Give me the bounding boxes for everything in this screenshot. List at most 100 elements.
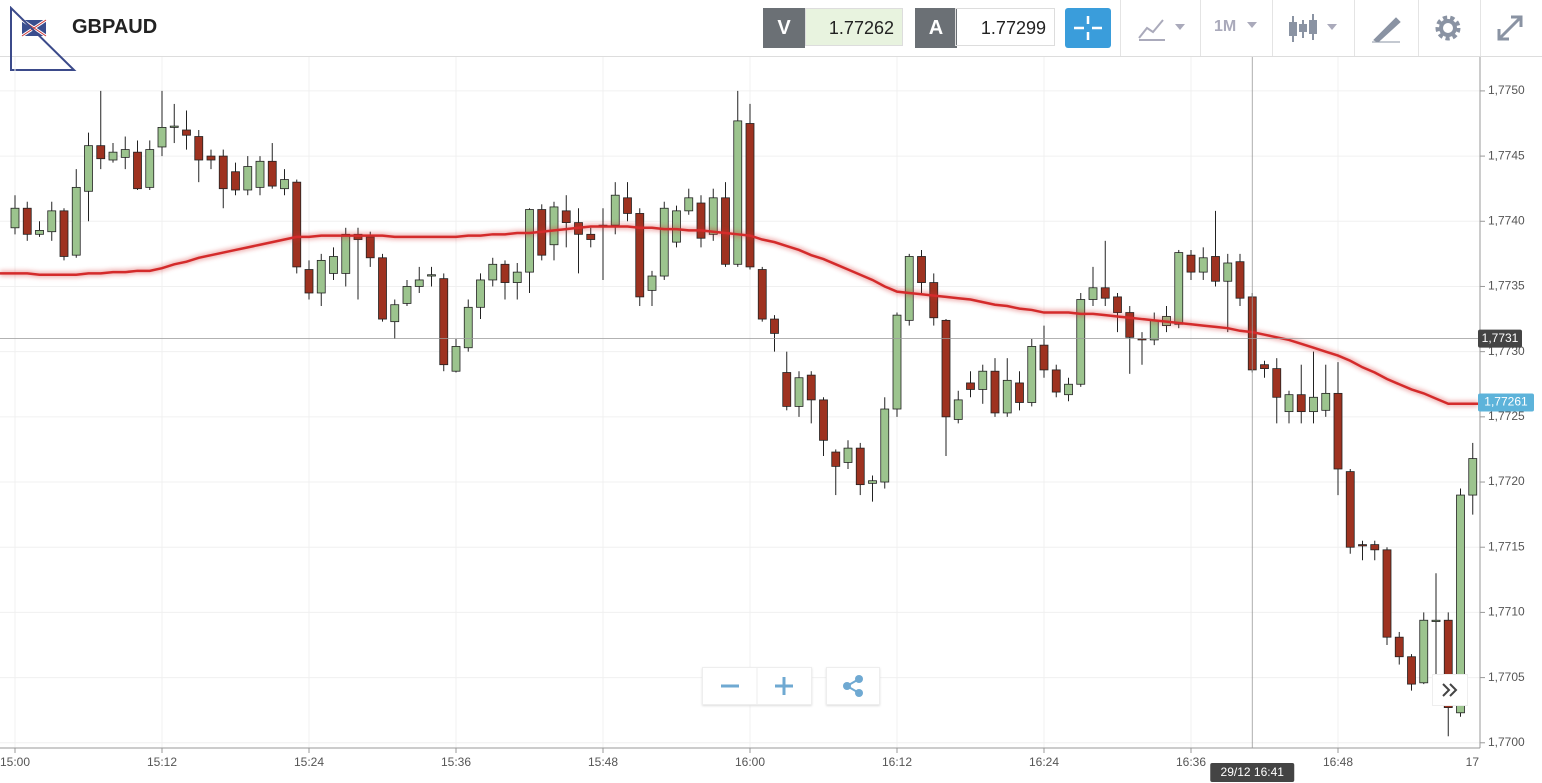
candle-body: [1309, 396, 1318, 413]
candle-body: [1174, 252, 1184, 325]
draw-button[interactable]: [1370, 14, 1402, 44]
candle-body: [1027, 346, 1037, 403]
candle-body: [1100, 287, 1110, 299]
moving-average-line: [0, 225, 1478, 406]
timeframe[interactable]: 1M: [1214, 18, 1237, 35]
candle-body: [586, 233, 596, 240]
candle-body: [1051, 369, 1061, 393]
candle-body: [47, 210, 57, 233]
fullscreen-button[interactable]: [1495, 13, 1527, 43]
candle-body: [1321, 392, 1331, 411]
candle-body: [549, 206, 559, 246]
bid-label[interactable]: V: [763, 8, 805, 48]
share-button[interactable]: [826, 667, 880, 705]
caret: [1247, 22, 1257, 28]
share-dot: [855, 689, 863, 697]
share-dot: [843, 682, 851, 690]
zoom-controls: [702, 667, 812, 705]
candle-body: [525, 209, 534, 273]
share-icon: [843, 675, 863, 697]
candle-body: [451, 346, 461, 372]
timeframe-caret[interactable]: [1245, 20, 1261, 32]
separator: [1354, 0, 1355, 56]
share-dot: [855, 675, 863, 683]
candle-body: [1198, 257, 1208, 273]
candle-button[interactable]: [1287, 12, 1347, 46]
candle-body: [929, 282, 939, 319]
candle-body: [1088, 287, 1098, 300]
candle-body: [892, 314, 902, 410]
candle-body: [22, 207, 32, 235]
zoom-in[interactable]: [775, 677, 793, 695]
x-tick-label: 16:48: [1323, 755, 1353, 769]
candle-body: [1125, 312, 1135, 338]
candle-body: [794, 377, 804, 407]
candle-body: [880, 408, 890, 483]
x-tick-label: 15:00: [0, 755, 30, 769]
candle-body: [1407, 656, 1416, 685]
candle-body: [966, 382, 975, 390]
candle-body: [500, 263, 510, 283]
candle-body: [1370, 544, 1380, 551]
crosshair-y-box: [1478, 329, 1522, 348]
x-tick-label: 15:36: [441, 755, 471, 769]
x-tick-label: 15:24: [294, 755, 324, 769]
candle-body: [1333, 392, 1343, 470]
candle-body: [267, 160, 277, 187]
x-tick-label: 17: [1466, 755, 1480, 769]
x-tick-label: 16:36: [1176, 755, 1206, 769]
candle-body: [169, 125, 179, 128]
y-tick-label: 1,7715: [1488, 539, 1525, 553]
candle-body: [280, 179, 289, 190]
candle-icon: [1289, 22, 1297, 36]
last-price-label: 1,77261: [1484, 395, 1528, 409]
candle-body: [1431, 619, 1441, 622]
expand-icon: [1497, 15, 1523, 41]
ask-price[interactable]: 1.77299: [955, 8, 1055, 46]
candle-body: [1076, 299, 1086, 385]
y-tick-label: 1,7710: [1488, 605, 1525, 619]
candle-icon: [1309, 20, 1317, 34]
candle-body: [978, 370, 988, 390]
candle-body: [1002, 379, 1012, 414]
candle-body: [855, 447, 865, 486]
candle-body: [292, 181, 302, 268]
candle-body: [1296, 394, 1306, 413]
crosshair-button[interactable]: [1065, 8, 1111, 48]
candle-icon: [1299, 24, 1307, 32]
candle-body: [843, 447, 853, 463]
crosshair-x-box: [1210, 763, 1295, 782]
candle-body: [316, 259, 326, 294]
gear-icon: [1439, 19, 1457, 37]
candle-body: [231, 171, 240, 191]
candle-body: [133, 151, 142, 190]
candle-body: [806, 374, 816, 401]
candle-body: [1039, 344, 1049, 371]
candle-body: [206, 155, 216, 161]
crosshair-y-label: 1,7731: [1482, 331, 1519, 345]
bid-price[interactable]: 1.77262: [805, 8, 903, 46]
candle-body: [427, 274, 436, 277]
candle-body: [1260, 364, 1269, 370]
chevron-icon: [1442, 683, 1458, 697]
candle-body: [182, 129, 191, 136]
candle-body: [819, 399, 828, 441]
candle-body: [953, 399, 963, 420]
settings-button[interactable]: [1433, 13, 1463, 43]
candle-body: [684, 197, 694, 212]
candle-body: [1186, 254, 1196, 273]
x-tick-label: 16:12: [882, 755, 912, 769]
candle-body: [659, 207, 669, 277]
candle-body: [255, 160, 265, 188]
corner-triangle: [10, 6, 77, 71]
candle-body: [1064, 383, 1073, 396]
toolbar: GBPAUD V 1.77262 A 1.77299 1M: [0, 0, 1542, 71]
candle-body: [941, 319, 951, 418]
scroll-right-button[interactable]: [1432, 674, 1468, 706]
candle-body: [782, 372, 792, 407]
chart-type-button[interactable]: [1135, 14, 1195, 44]
candle-body: [463, 306, 473, 349]
candle-body: [59, 210, 69, 257]
ask-label[interactable]: A: [915, 8, 957, 48]
